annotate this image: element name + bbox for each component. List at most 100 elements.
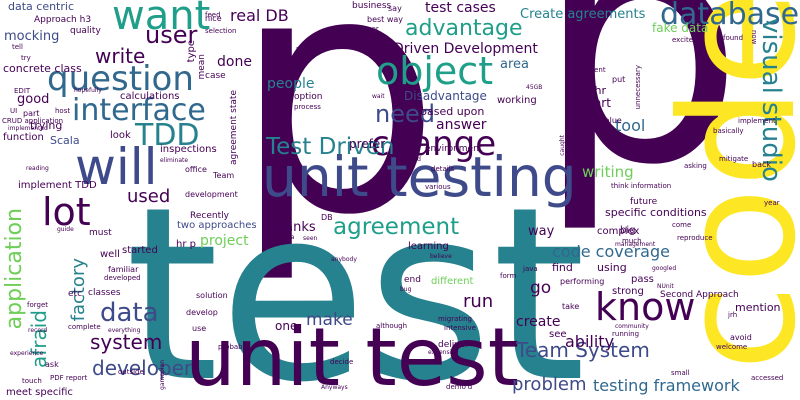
word-Approach-h3: Approach h3 — [34, 15, 92, 25]
word-two-approaches: two approaches — [177, 220, 257, 231]
word-think-information: think information — [611, 182, 672, 190]
word-tell: tell — [12, 43, 23, 51]
word-form: form — [500, 272, 517, 280]
word-project: project — [200, 233, 249, 249]
word-eliminate: eliminate — [160, 157, 189, 164]
word-everything: everything — [108, 327, 141, 334]
word-hr-p: hr p — [176, 239, 196, 250]
word-implement: implement — [738, 117, 776, 125]
word-Team: Team — [213, 171, 235, 180]
word-using: using — [597, 261, 627, 274]
word-know: know — [595, 285, 696, 329]
word-inspections: inspections — [160, 144, 217, 155]
word-go: go — [530, 278, 552, 298]
word-take: take — [562, 302, 580, 311]
word-part: part — [23, 109, 40, 118]
word-guide: guide — [57, 226, 74, 233]
word-expensive: expensive — [428, 349, 459, 356]
word-quality: quality — [70, 26, 101, 36]
word-interface: interface — [72, 93, 206, 128]
word-nice: nice — [205, 14, 222, 23]
word-found: found — [723, 34, 744, 42]
word-Resharper: Resharper — [343, 25, 379, 33]
word-implemented: implemented — [8, 125, 48, 132]
word-pass: pass — [631, 274, 654, 285]
word-Create-agreements: Create agreements — [520, 7, 646, 22]
word-type: type — [186, 40, 197, 63]
word-ability: ability — [565, 332, 615, 351]
word-Team-System: Team System — [516, 338, 650, 362]
word-test: test — [125, 155, 586, 400]
word-Disadvantage: Disadvantage — [404, 89, 487, 103]
word-jrh: jrh — [728, 311, 738, 319]
word-googled: googled — [652, 265, 677, 272]
word-value: value — [600, 116, 622, 125]
word-forced: forced — [402, 156, 421, 163]
word-start: start — [583, 96, 611, 110]
word-wait: wait — [372, 93, 385, 100]
word-mention: mention — [735, 301, 781, 314]
word-run: run — [463, 291, 494, 312]
word-record: record — [28, 327, 48, 334]
word-best-way: best way — [367, 15, 404, 24]
word-look: look — [110, 130, 131, 141]
word-environment: environment — [425, 144, 483, 154]
word-see: see — [549, 329, 567, 340]
word-mean: mean — [197, 54, 207, 80]
word-write: write — [95, 44, 146, 68]
word-well: well — [100, 249, 120, 260]
word-started: started — [122, 245, 158, 256]
word-done: done — [217, 54, 252, 70]
word-must: must — [89, 228, 112, 238]
word-intensive: intensive — [444, 324, 476, 332]
word-schema: schema — [271, 234, 295, 241]
word-demo'd: demo'd — [446, 383, 473, 391]
word-route: route — [296, 45, 315, 53]
word-hopefully: hopefully — [74, 87, 102, 94]
word-change: change — [371, 124, 497, 164]
word-find: find — [552, 261, 573, 274]
word-forget: forget — [27, 301, 48, 309]
word-bug: bug — [400, 286, 412, 293]
word-asking: asking — [684, 162, 707, 170]
word-visual-studio: visual studio — [756, 18, 786, 182]
word-Recently: Recently — [190, 211, 229, 221]
word-mitigate: mitigate — [719, 155, 749, 163]
word-CRUD-application: CRUD application — [2, 117, 64, 125]
word-learning: learning — [408, 241, 449, 252]
word-management: management — [615, 241, 656, 248]
word-fake-data: fake data — [652, 21, 709, 35]
word-EDIT: EDIT — [14, 87, 31, 95]
word-test-cases: test cases — [425, 0, 496, 16]
word-ask: ask — [45, 360, 59, 369]
word-reading: reading — [26, 165, 49, 172]
word-answer: answer — [436, 117, 487, 133]
word-familiar: familiar — [108, 265, 139, 274]
word-big: big — [620, 225, 636, 236]
word-migrating: migrating — [438, 315, 472, 323]
word-caught: caught — [559, 135, 566, 156]
word-outside: outside — [118, 368, 144, 376]
word-strong: strong — [612, 286, 644, 297]
word-testing-framework: testing framework — [593, 376, 740, 395]
word-code-coverage: code coverage — [552, 242, 670, 261]
word-welcome: welcome — [716, 343, 748, 351]
word-application: application — [2, 208, 27, 330]
word-p-2: p — [535, 0, 745, 237]
word-performing: performing — [560, 277, 605, 286]
word-real-DB: real DB — [230, 6, 289, 25]
word-case: case — [205, 71, 226, 81]
word-running: running — [612, 330, 640, 338]
word-details: details — [431, 165, 455, 173]
word-try: try — [21, 54, 31, 62]
word-anybody: anybody — [331, 256, 357, 263]
word-unit-testing: unit testing — [262, 145, 577, 209]
word-database: database — [660, 0, 800, 32]
word-DB: DB — [321, 213, 333, 222]
word-may: may — [400, 129, 414, 136]
word-selection: selection — [205, 27, 237, 35]
word-PDF-report: PDF report — [50, 374, 88, 382]
word-unit-test: unit test — [185, 311, 520, 400]
word-although: although — [376, 322, 408, 330]
word-use: use — [192, 324, 207, 333]
